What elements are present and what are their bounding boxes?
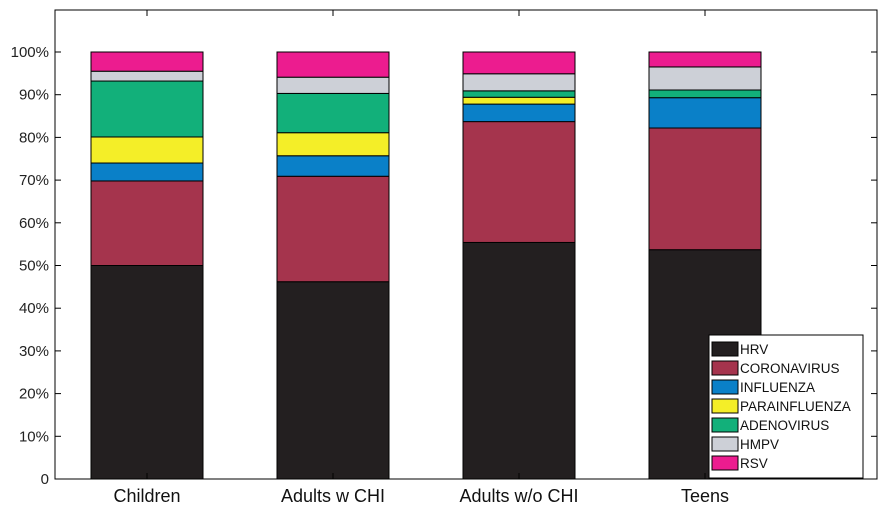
y-tick-label: 0: [41, 471, 49, 488]
legend-swatch-parainfluenza: [711, 398, 739, 414]
bar-teens-rsv: [648, 51, 762, 68]
legend-swatch-rsv: [711, 455, 739, 471]
legend-swatch-coronavirus: [711, 360, 739, 376]
y-tick-label: 70%: [19, 172, 49, 189]
legend-label-hrv: HRV: [740, 342, 768, 357]
y-tick-label: 30%: [19, 343, 49, 360]
bar-children-adenovirus: [90, 80, 204, 138]
legend-swatch-hrv: [711, 341, 739, 357]
bar-children-coronavirus: [90, 180, 204, 266]
legend-label-adenovirus: ADENOVIRUS: [740, 418, 829, 433]
x-category-label-children: Children: [113, 486, 180, 505]
x-axis: Children Adults w CHI Adults w/o CHI Teens: [113, 10, 729, 505]
bar-adults-w-o-chi-parainfluenza: [462, 96, 576, 105]
y-tick-label: 10%: [19, 428, 49, 445]
y-tick-label: 90%: [19, 87, 49, 104]
y-tick-label: 80%: [19, 129, 49, 146]
y-tick-label: 50%: [19, 258, 49, 275]
bar-teens-adenovirus: [648, 89, 762, 99]
bar-adults-w-chi-rsv: [276, 51, 390, 78]
bar-adults-w-o-chi-adenovirus: [462, 90, 576, 98]
legend-label-hmpv: HMPV: [740, 437, 779, 452]
bar-teens-hmpv: [648, 66, 762, 91]
legend-swatch-influenza: [711, 379, 739, 395]
bar-adults-w-o-chi-rsv: [462, 51, 576, 75]
bar-children-rsv: [90, 51, 204, 72]
bar-children-parainfluenza: [90, 136, 204, 164]
bar-children-hrv: [90, 265, 204, 480]
y-tick-label: 100%: [11, 44, 49, 61]
bar-adults-w-chi-hmpv: [276, 76, 390, 94]
legend-label-coronavirus: CORONAVIRUS: [740, 361, 840, 376]
bar-adults-w-o-chi-hmpv: [462, 73, 576, 92]
bar-adults-w-chi-hrv: [276, 281, 390, 480]
bar-adults-w-o-chi-hrv: [462, 241, 576, 480]
bar-adults-w-chi-adenovirus: [276, 92, 390, 134]
bar-children-influenza: [90, 162, 204, 182]
bar-adults-w-o-chi-coronavirus: [462, 121, 576, 243]
y-axis: 0 10% 20% 30% 40% 50% 60% 70% 80% 90% 100%: [11, 44, 877, 488]
bar-adults-w-o-chi-influenza: [462, 103, 576, 123]
legend: HRV CORONAVIRUS INFLUENZA PARAINFLUENZA ADEN…: [708, 334, 864, 479]
bar-teens-coronavirus: [648, 127, 762, 251]
y-tick-label: 20%: [19, 386, 49, 403]
legend-swatch-hmpv: [711, 436, 739, 452]
x-category-label-adults-w-o-chi: Adults w/o CHI: [459, 486, 578, 505]
legend-label-rsv: RSV: [740, 456, 768, 471]
x-category-label-teens: Teens: [681, 486, 729, 505]
bar-teens-influenza: [648, 97, 762, 129]
bars-layer: [90, 51, 762, 480]
legend-label-influenza: INFLUENZA: [740, 380, 815, 395]
y-tick-label: 60%: [19, 215, 49, 232]
x-category-label-adults-w-chi: Adults w CHI: [281, 486, 385, 505]
legend-swatch-adenovirus: [711, 417, 739, 433]
bar-adults-w-chi-coronavirus: [276, 175, 390, 283]
bar-children-hmpv: [90, 70, 204, 82]
bar-adults-w-chi-influenza: [276, 155, 390, 177]
legend-label-parainfluenza: PARAINFLUENZA: [740, 399, 851, 414]
bar-adults-w-chi-parainfluenza: [276, 132, 390, 157]
y-tick-label: 40%: [19, 300, 49, 317]
